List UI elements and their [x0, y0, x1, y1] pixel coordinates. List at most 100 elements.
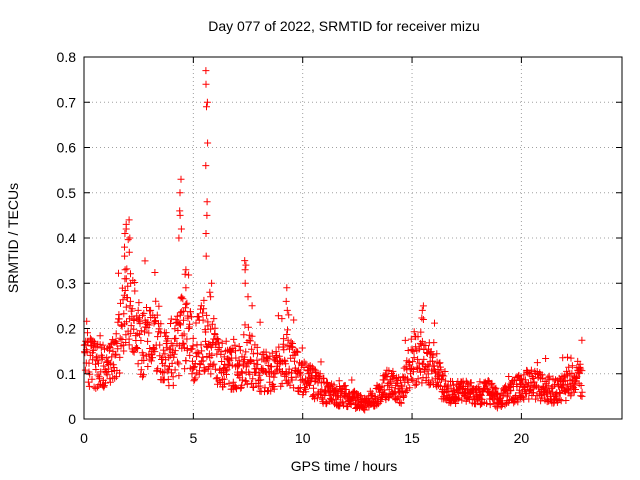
data-point [428, 376, 436, 384]
data-point [198, 347, 206, 355]
data-point [254, 360, 262, 368]
data-point [356, 392, 364, 400]
data-point [103, 354, 111, 362]
data-point [440, 372, 448, 380]
data-point [415, 345, 423, 353]
data-point [454, 389, 462, 396]
data-point [244, 323, 252, 331]
data-point [176, 211, 184, 219]
data-point [134, 306, 142, 314]
data-point [417, 328, 425, 336]
data-point [414, 333, 422, 341]
data-point [373, 401, 381, 409]
data-point [194, 348, 202, 356]
data-point [291, 357, 298, 365]
data-point [441, 368, 449, 375]
data-point [123, 318, 130, 326]
data-point [342, 386, 350, 393]
data-point [250, 359, 258, 367]
data-point [477, 391, 485, 399]
data-point [440, 382, 448, 390]
data-point [123, 265, 131, 273]
data-point [178, 293, 186, 301]
data-point [274, 312, 282, 320]
data-point [191, 374, 199, 382]
data-point [106, 378, 114, 386]
data-point [266, 368, 274, 376]
data-point [454, 395, 462, 403]
data-point [127, 297, 134, 305]
data-point [182, 357, 190, 365]
data-point [137, 366, 145, 374]
data-point [572, 378, 580, 386]
data-point [491, 385, 499, 393]
x-tick-label: 10 [295, 430, 311, 446]
data-point [301, 384, 308, 392]
data-point [287, 338, 295, 346]
data-point [238, 369, 246, 377]
data-point [141, 328, 148, 336]
data-point [141, 257, 149, 265]
data-point [128, 313, 136, 321]
data-point [250, 384, 258, 391]
data-point [277, 369, 285, 377]
data-point [288, 343, 296, 351]
data-point [112, 350, 120, 358]
data-point [242, 363, 250, 371]
data-point [92, 366, 100, 373]
data-point [150, 345, 158, 353]
data-point [207, 370, 215, 378]
data-point [127, 270, 134, 278]
data-point [151, 269, 159, 276]
x-axis-label: GPS time / hours [291, 458, 398, 474]
data-point [238, 376, 246, 384]
data-point [100, 383, 108, 391]
data-point [218, 339, 226, 347]
data-point [278, 315, 286, 323]
data-point [244, 293, 252, 301]
data-point [135, 299, 143, 307]
data-point [401, 336, 409, 344]
data-point [283, 331, 291, 338]
data-point [190, 364, 198, 372]
data-point [120, 347, 128, 355]
data-point [128, 305, 136, 313]
data-point [202, 80, 210, 88]
data-point [340, 401, 347, 409]
data-point [397, 399, 405, 407]
data-point [398, 388, 406, 395]
data-point [116, 353, 124, 361]
y-tick-label: 0.4 [57, 230, 77, 246]
data-point [410, 354, 418, 362]
data-point [533, 359, 541, 367]
data-point [256, 382, 264, 390]
data-point [419, 316, 427, 323]
data-point [215, 377, 223, 385]
data-point [419, 302, 427, 310]
data-point [213, 374, 221, 382]
data-point [162, 329, 170, 337]
data-point [122, 225, 130, 233]
data-point [240, 331, 248, 339]
data-point [88, 375, 96, 383]
data-point [400, 392, 408, 400]
data-point [172, 334, 180, 342]
data-point [164, 335, 172, 343]
data-point [418, 379, 426, 387]
data-point [476, 386, 484, 394]
data-point [513, 395, 521, 403]
data-point [112, 330, 120, 338]
data-point [89, 346, 97, 354]
data-point [215, 338, 222, 346]
data-point [578, 336, 586, 344]
data-point [101, 366, 109, 374]
data-point [323, 399, 331, 407]
data-point [238, 381, 246, 389]
data-point [249, 375, 257, 383]
data-point [182, 284, 190, 292]
data-point [246, 337, 254, 345]
data-point [312, 368, 320, 376]
data-point [254, 349, 261, 357]
data-point [553, 395, 561, 403]
